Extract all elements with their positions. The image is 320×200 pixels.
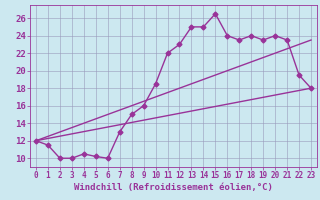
X-axis label: Windchill (Refroidissement éolien,°C): Windchill (Refroidissement éolien,°C): [74, 183, 273, 192]
